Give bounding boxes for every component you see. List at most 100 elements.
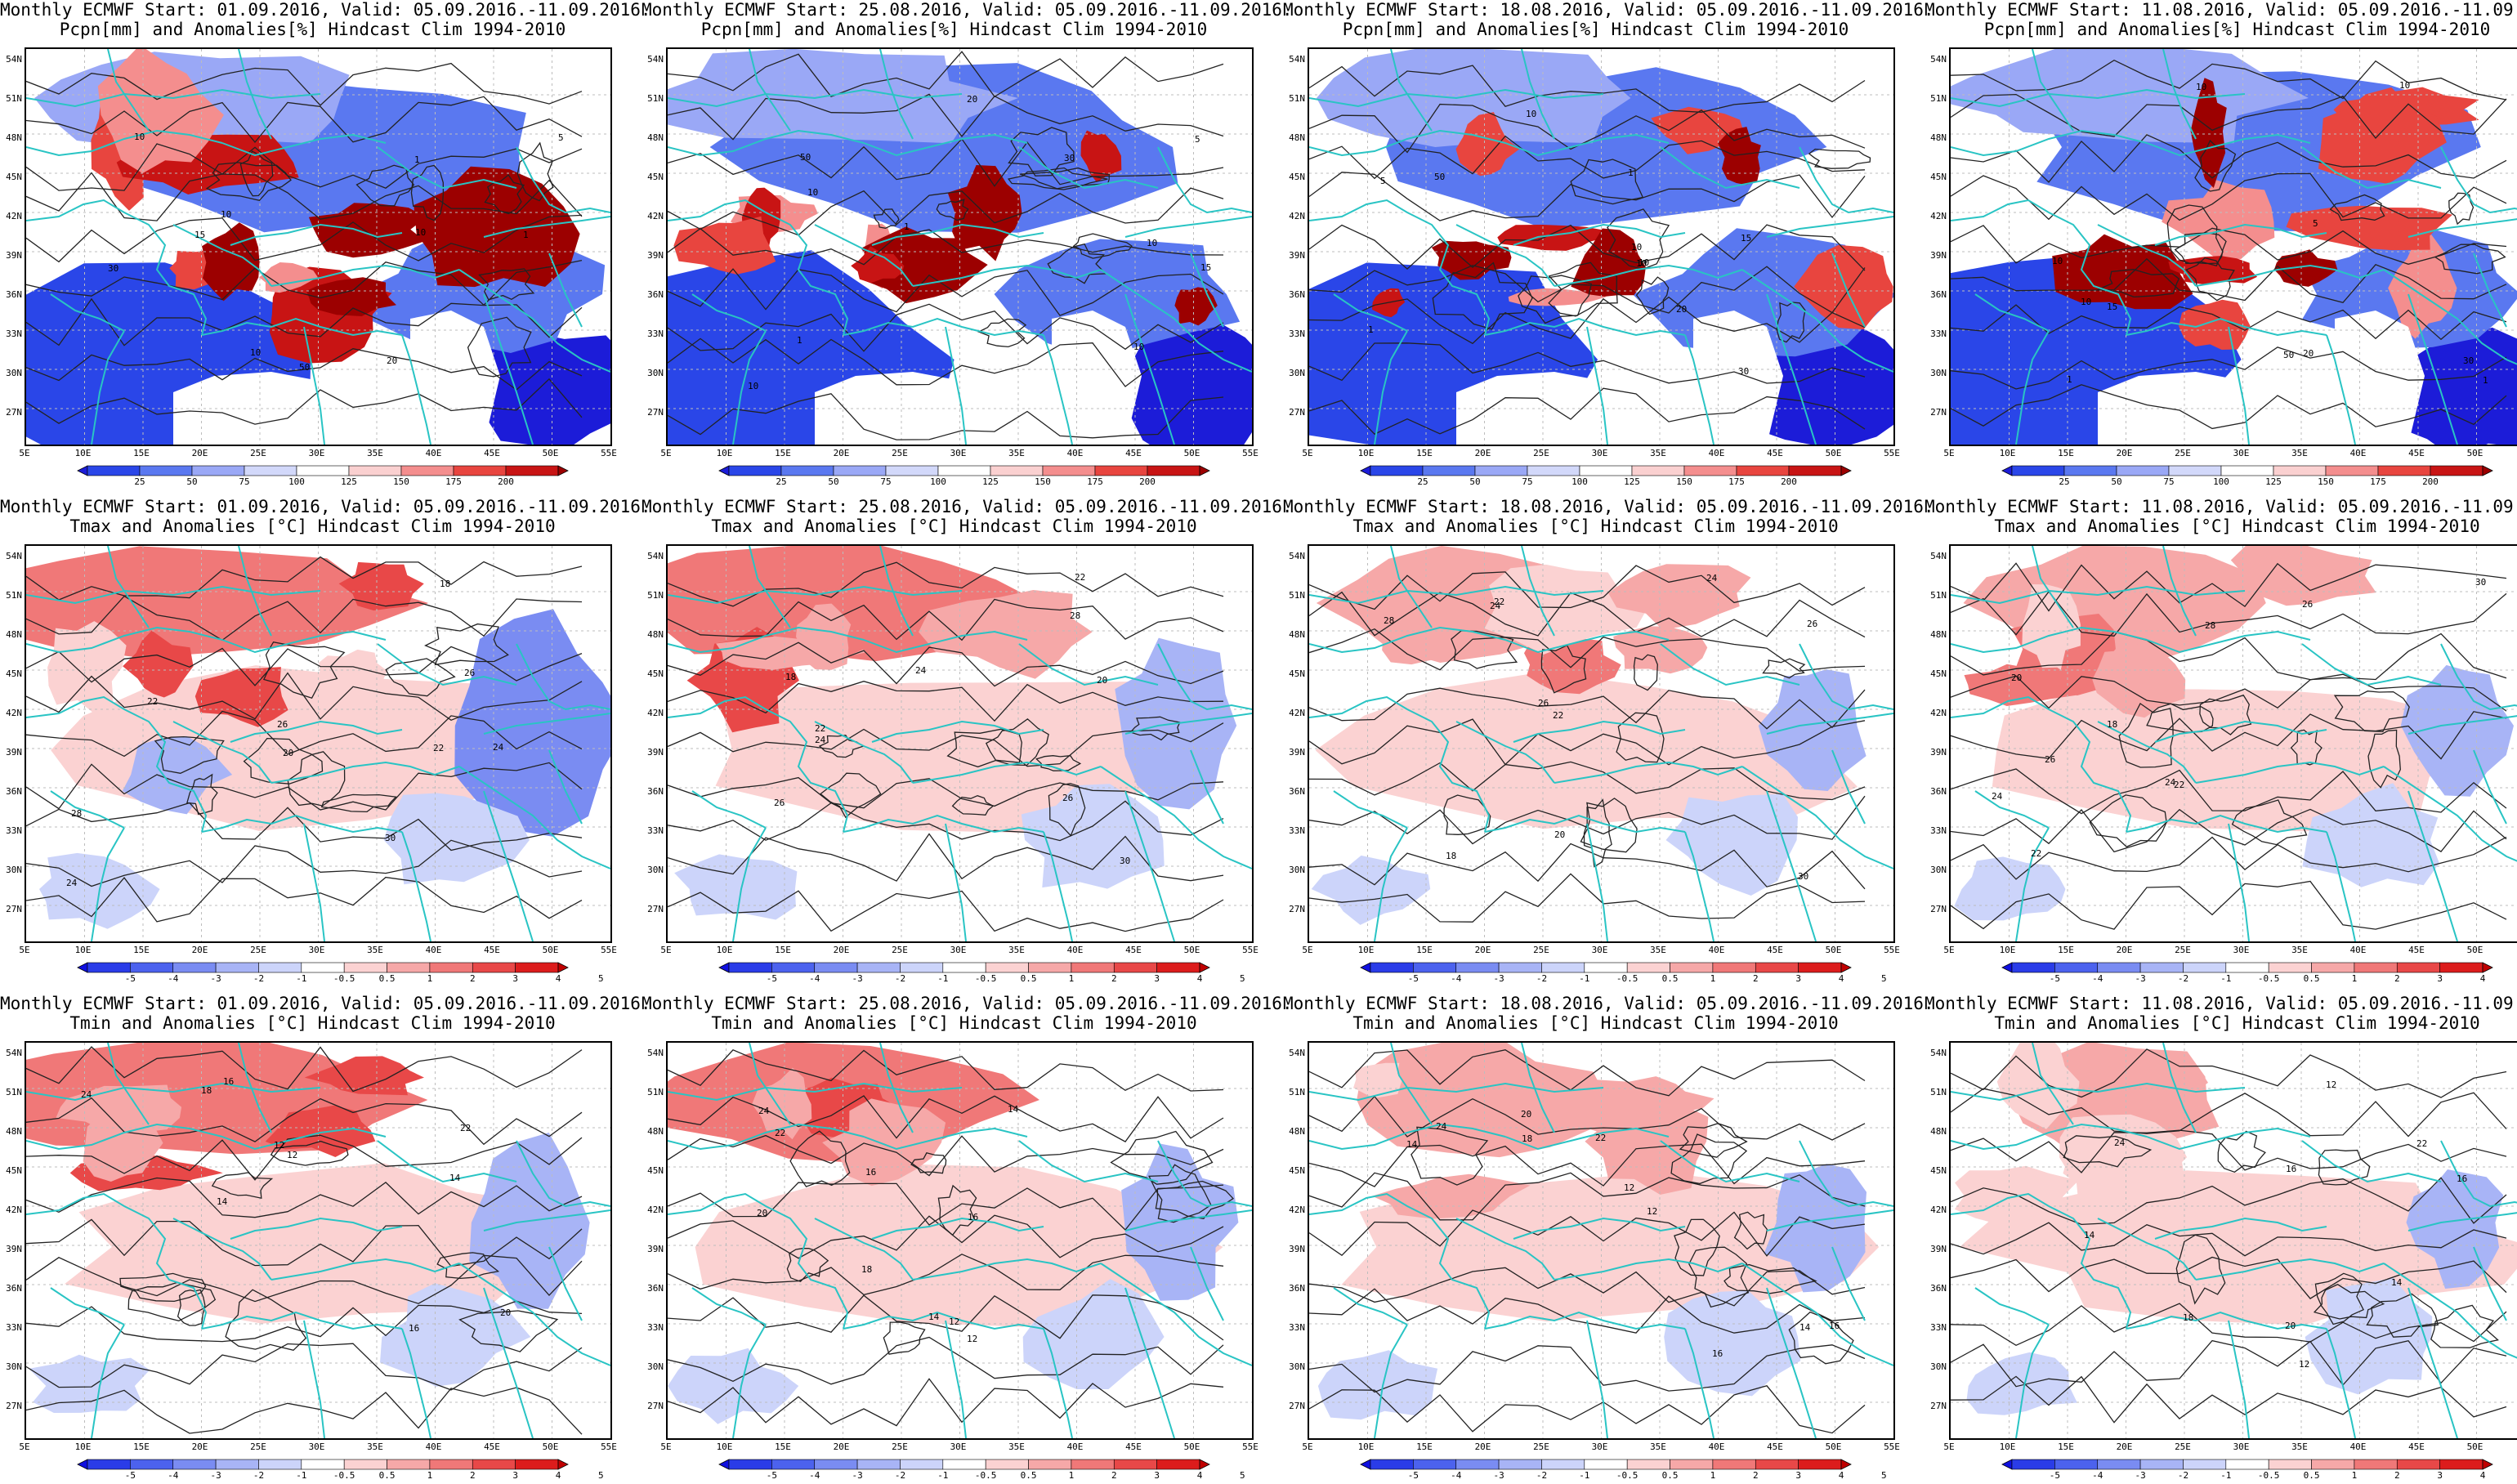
lat-label: 42N — [6, 1205, 22, 1215]
contour-label: 10 — [2196, 82, 2206, 92]
coastline — [221, 630, 387, 654]
contour-line — [26, 556, 583, 601]
lat-label: 30N — [647, 368, 664, 378]
coastline — [1951, 199, 2132, 336]
lat-label: 42N — [647, 211, 664, 221]
lat-label: 36N — [1930, 1283, 1947, 1294]
contour-label: 24 — [758, 1106, 770, 1116]
lon-label: 5E — [660, 448, 672, 458]
contour-line — [26, 348, 583, 391]
lon-label: 20E — [833, 945, 850, 955]
lat-label: 30N — [647, 1361, 664, 1372]
coastline — [912, 761, 1102, 784]
colorbar-label: -0.5 — [1616, 1470, 1639, 1481]
colorbar-label: 3 — [1795, 1470, 1801, 1481]
colorbar-swatch — [1584, 1459, 1628, 1470]
contour-line — [2097, 269, 2180, 298]
lat-label: 54N — [1289, 551, 1305, 561]
panel-subtitle: Tmax and Anomalies [°C] Hindcast Clim 19… — [69, 516, 556, 536]
colorbar-label: 4 — [1196, 973, 1203, 984]
coastline — [1513, 1217, 1686, 1240]
lat-label: 48N — [6, 1126, 22, 1137]
lat-label: 27N — [6, 407, 22, 418]
lat-label: 36N — [6, 1283, 22, 1294]
colorbar — [718, 465, 1210, 476]
colorbar-swatch — [215, 962, 259, 973]
contour-label: 18 — [1446, 851, 1456, 861]
coastline — [516, 146, 610, 214]
contour-line — [1309, 1209, 1866, 1257]
contour-label: 20 — [967, 94, 977, 105]
contour-line — [26, 1177, 583, 1218]
contour-line — [1951, 1375, 2507, 1424]
contour-label: 20 — [757, 1208, 767, 1218]
contour-label: 24 — [1706, 573, 1718, 583]
coastline — [1190, 1246, 1224, 1321]
coastline — [26, 695, 208, 833]
contour-line — [786, 1247, 829, 1283]
coastline — [1309, 1123, 1506, 1151]
lat-label: 45N — [1289, 1165, 1305, 1176]
lat-label: 42N — [1289, 1205, 1305, 1215]
coastline — [1018, 146, 1159, 190]
lat-label: 42N — [1930, 708, 1947, 718]
contour-label: 14 — [217, 1196, 228, 1207]
lat-label: 39N — [1289, 250, 1305, 261]
lon-label: 15E — [2058, 1442, 2074, 1452]
contour-line — [2366, 1293, 2439, 1338]
panel-title: Monthly ECMWF Start: 25.08.2016, Valid: … — [642, 994, 1293, 1013]
anomaly-field — [2190, 78, 2227, 188]
lat-label: 48N — [1289, 1126, 1305, 1137]
coastline — [1157, 643, 1252, 711]
contour-line — [1309, 843, 1866, 890]
coastline — [401, 831, 431, 941]
coastline — [1951, 88, 2246, 108]
contour-label: 5 — [1195, 134, 1200, 145]
contour-label: 26 — [1807, 619, 1817, 629]
coastline — [1951, 1082, 2246, 1102]
coastline — [1741, 1263, 1893, 1366]
contour-label: 5 — [2313, 218, 2318, 229]
contour-label: 26 — [774, 798, 785, 808]
contour-line — [1309, 1172, 1866, 1221]
colorbar-label: 150 — [1035, 476, 1051, 487]
colorbar-label: 5 — [598, 1470, 604, 1481]
colorbar-swatch — [2396, 962, 2440, 973]
colorbar-swatch — [2139, 962, 2184, 973]
contour-label: 10 — [2399, 80, 2410, 91]
colorbar-end — [718, 465, 730, 476]
map-area: 24 22 20 18 26 28 30 24 22 26 — [1308, 544, 1895, 943]
panel-subtitle: Tmax and Anomalies [°C] Hindcast Clim 19… — [711, 516, 1197, 536]
colorbar-label: -1 — [296, 1470, 307, 1481]
coastline — [483, 1287, 534, 1438]
contour-line — [2430, 1304, 2499, 1348]
coastline — [2162, 49, 2197, 140]
coastline — [2473, 749, 2507, 825]
anomaly-field — [1794, 244, 1893, 330]
coastline — [270, 761, 460, 784]
contour-line — [1309, 296, 1866, 345]
anomaly-field — [65, 1163, 580, 1324]
contour-line — [668, 268, 1224, 316]
contour-line — [26, 1387, 583, 1435]
coastline — [749, 1043, 791, 1125]
lat-label: 27N — [1930, 1401, 1947, 1411]
contour-line — [936, 199, 969, 221]
contour-line — [458, 1310, 559, 1352]
contour-label: 15 — [194, 230, 205, 240]
colorbar-swatch — [1579, 465, 1633, 476]
lat-label: 48N — [6, 132, 22, 143]
colorbar — [1360, 962, 1852, 973]
colorbar-swatch — [429, 1459, 473, 1470]
colorbar-end — [1840, 962, 1852, 973]
contour-line — [1540, 644, 1587, 694]
colorbar-label: -3 — [210, 1470, 221, 1481]
lat-label: 54N — [647, 54, 664, 65]
contour-label: 24 — [81, 1089, 92, 1100]
colorbar-end — [2001, 962, 2013, 973]
coastline — [1951, 1123, 2148, 1151]
colorbar-swatch — [2183, 1459, 2227, 1470]
colorbar — [1360, 465, 1852, 476]
map-area: 10 10 5 1 10 20 30 50 10 1 15 — [25, 47, 612, 446]
